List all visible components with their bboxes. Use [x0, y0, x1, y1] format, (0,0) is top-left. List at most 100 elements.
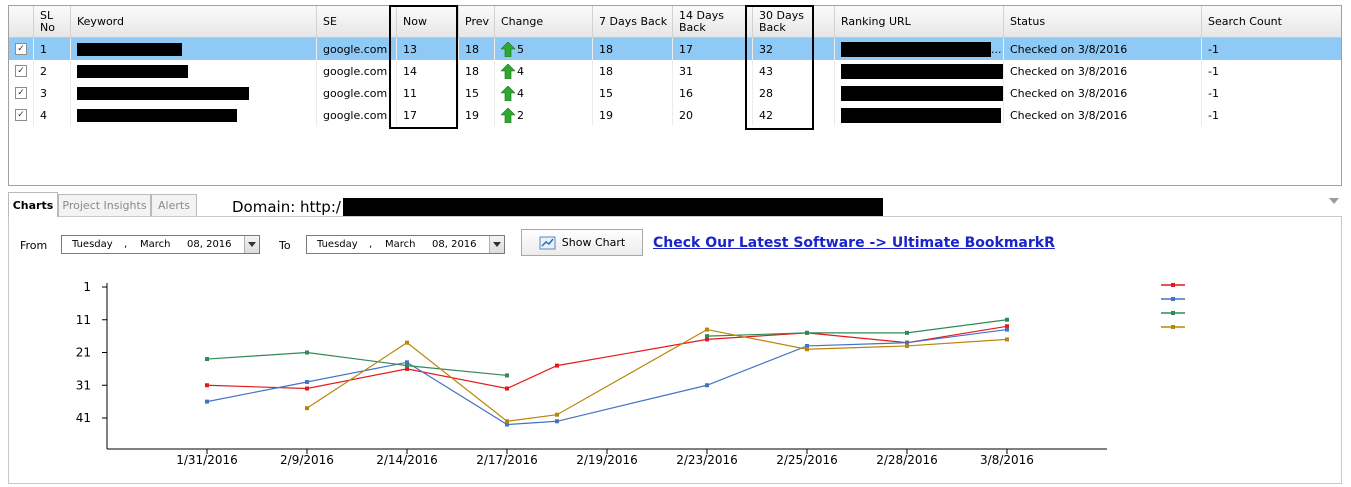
- row-checkbox[interactable]: ✓: [15, 43, 27, 55]
- domain-label-text: Domain: http:/: [232, 198, 341, 216]
- tab-alerts[interactable]: Alerts: [151, 194, 197, 216]
- row-checkbox-cell[interactable]: ✓: [9, 104, 34, 126]
- header-d7[interactable]: 7 Days Back: [593, 6, 673, 37]
- row-checkbox-cell[interactable]: ✓: [9, 82, 34, 104]
- header-status[interactable]: Status: [1004, 6, 1202, 37]
- promo-link[interactable]: Check Our Latest Software -> Ultimate Bo…: [653, 235, 1055, 251]
- from-date-dropdown-button[interactable]: [244, 236, 259, 253]
- from-month: March: [140, 239, 171, 250]
- series-2-point: [805, 330, 809, 335]
- header-now[interactable]: Now: [397, 6, 459, 37]
- header-sl[interactable]: SL No: [34, 6, 71, 37]
- change-cell: 2: [495, 104, 593, 126]
- rank-7-days-cell: 15: [593, 82, 673, 104]
- to-day-year: 08, 2016: [432, 239, 477, 250]
- header-se[interactable]: SE: [317, 6, 397, 37]
- table-row[interactable]: ✓ 3 google.com 11 15 4 15 16 28 Checked on 3/8/20…: [9, 82, 1341, 104]
- table-row[interactable]: ✓ 2 google.com 14 18 4 18 31 43 Checked on 3/8/20…: [9, 60, 1341, 82]
- change-value: 5: [517, 42, 524, 56]
- to-date-picker[interactable]: Tuesday , March 08, 2016: [306, 235, 505, 254]
- series-1-point: [405, 360, 409, 365]
- tab-project-insights[interactable]: Project Insights: [58, 194, 151, 216]
- now-rank-cell: 17: [397, 104, 459, 126]
- chevron-down-icon: [248, 242, 256, 247]
- series-2-line: [206, 351, 508, 377]
- series-3-point: [405, 340, 409, 345]
- header-search_count[interactable]: Search Count: [1202, 6, 1341, 37]
- keyword-cell: [71, 82, 317, 104]
- legend-marker: [1171, 325, 1175, 329]
- from-date-picker[interactable]: Tuesday , March 08, 2016: [61, 235, 260, 254]
- series-0-point: [1005, 324, 1009, 329]
- series-2-point: [405, 363, 409, 368]
- x-tick-label: 3/8/2016: [980, 453, 1034, 467]
- row-checkbox-cell[interactable]: ✓: [9, 60, 34, 82]
- rank-30-days-cell: 43: [753, 60, 835, 82]
- series-1-point: [555, 419, 559, 424]
- rank-14-days-cell: 20: [673, 104, 753, 126]
- series-0-point: [705, 337, 709, 342]
- change-cell: 5: [495, 38, 593, 60]
- to-date-dropdown-button[interactable]: [489, 236, 504, 253]
- rank-30-days-cell: 32: [753, 38, 835, 60]
- keyword-cell: [71, 104, 317, 126]
- row-checkbox[interactable]: ✓: [15, 65, 27, 77]
- header-change[interactable]: Change: [495, 6, 593, 37]
- show-chart-label: Show Chart: [561, 236, 626, 249]
- ranking-url-cell[interactable]: [835, 104, 1004, 126]
- series-3-point: [505, 419, 509, 424]
- row-checkbox[interactable]: ✓: [15, 109, 27, 121]
- arrow-up-icon: [501, 107, 515, 123]
- show-chart-button[interactable]: Show Chart: [521, 229, 643, 256]
- header-d30[interactable]: 30 Days Back: [753, 6, 835, 37]
- series-2-line: [706, 319, 1008, 337]
- y-tick-label: 21: [76, 346, 91, 360]
- header-prev[interactable]: Prev: [459, 6, 495, 37]
- row-checkbox-cell[interactable]: ✓: [9, 38, 34, 60]
- series-0-point: [305, 386, 309, 391]
- redacted-domain: [342, 198, 883, 216]
- series-1-point: [705, 383, 709, 388]
- series-0-point: [205, 383, 209, 388]
- change-cell: 4: [495, 82, 593, 104]
- series-1-point: [905, 340, 909, 345]
- status-cell: Checked on 3/8/2016: [1004, 82, 1202, 104]
- table-row[interactable]: ✓ 1 google.com 13 18 5 18 17 32... Checked on 3/8…: [9, 38, 1341, 60]
- ranking-url-cell[interactable]: [835, 82, 1004, 104]
- domain-label: Domain: http:/: [232, 198, 883, 216]
- now-rank-cell: 11: [397, 82, 459, 104]
- prev-rank-cell: 18: [459, 38, 495, 60]
- keyword-grid: SL No Keyword SE Now Prev Change 7 Days Back 14…: [8, 5, 1342, 186]
- rank-14-days-cell: 31: [673, 60, 753, 82]
- series-3-point: [705, 327, 709, 332]
- status-cell: Checked on 3/8/2016: [1004, 38, 1202, 60]
- arrow-up-icon: [501, 41, 515, 57]
- rank-30-days-cell: 28: [753, 82, 835, 104]
- from-sep: ,: [124, 239, 128, 250]
- y-tick-label: 31: [76, 378, 91, 392]
- header-check[interactable]: [9, 6, 34, 37]
- tab-charts[interactable]: Charts: [8, 192, 58, 217]
- header-url[interactable]: Ranking URL: [835, 6, 1004, 37]
- rank-7-days-cell: 18: [593, 38, 673, 60]
- header-keyword[interactable]: Keyword: [71, 6, 317, 37]
- arrow-up-icon: [501, 85, 515, 101]
- series-3-point: [1005, 337, 1009, 342]
- ranking-url-cell[interactable]: ...: [835, 38, 1004, 60]
- row-checkbox[interactable]: ✓: [15, 87, 27, 99]
- collapse-icon[interactable]: [1329, 198, 1339, 204]
- table-row[interactable]: ✓ 4 google.com 17 19 2 19 20 42 Checked on 3/8/20…: [9, 104, 1341, 126]
- from-label: From: [20, 239, 48, 252]
- legend-marker: [1171, 297, 1175, 301]
- series-0-point: [405, 366, 409, 371]
- search-engine-cell: google.com: [317, 60, 397, 82]
- header-d14[interactable]: 14 Days Back: [673, 6, 753, 37]
- x-tick-label: 2/17/2016: [476, 453, 538, 467]
- status-cell: Checked on 3/8/2016: [1004, 104, 1202, 126]
- to-sep: ,: [369, 239, 373, 250]
- status-cell: Checked on 3/8/2016: [1004, 60, 1202, 82]
- now-rank-cell: 14: [397, 60, 459, 82]
- series-1-point: [305, 379, 309, 384]
- x-tick-label: 2/23/2016: [676, 453, 738, 467]
- ranking-url-cell[interactable]: [835, 60, 1004, 82]
